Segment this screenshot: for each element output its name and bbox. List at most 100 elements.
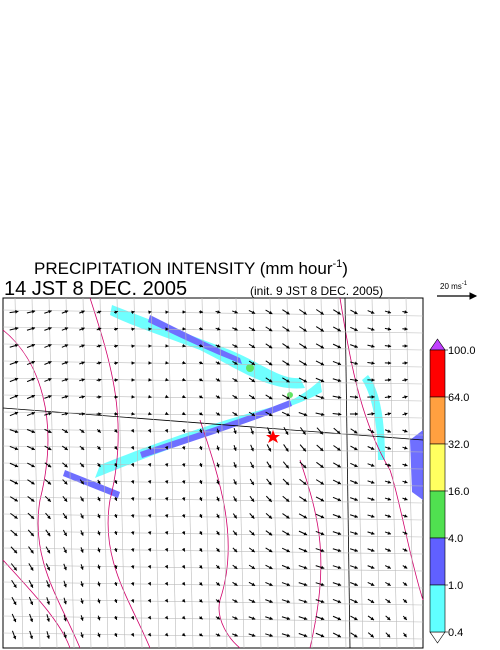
wind-arrow xyxy=(164,615,169,620)
wind-arrow xyxy=(232,394,238,400)
wind-arrow-head xyxy=(147,428,151,433)
wind-arrow xyxy=(299,309,307,315)
wind-arrow-head xyxy=(14,377,19,382)
wind-arrow xyxy=(248,616,256,620)
wind-arrow xyxy=(248,360,256,366)
wind-arrow xyxy=(11,630,17,640)
wind-arrow xyxy=(44,378,52,382)
wind-arrow xyxy=(265,377,273,383)
wind-arrow-head xyxy=(198,565,203,569)
wind-arrow-head xyxy=(97,531,101,536)
wind-arrow-head xyxy=(199,327,203,331)
wind-arrow xyxy=(164,514,169,518)
wind-arrow-head xyxy=(337,531,342,536)
wind-arrow-head xyxy=(303,548,308,553)
wind-arrow-head xyxy=(216,480,220,485)
wind-arrow-head xyxy=(114,344,118,348)
wind-arrow-head xyxy=(199,310,204,314)
wind-arrow xyxy=(130,480,135,484)
wind-arrow xyxy=(181,480,186,484)
wind-arrow xyxy=(215,412,221,416)
wind-arrow-head xyxy=(353,430,358,434)
wind-arrow-head xyxy=(80,617,84,621)
wind-arrow xyxy=(9,343,19,348)
wind-arrow-head xyxy=(198,514,203,518)
wind-arrow xyxy=(164,632,169,637)
wind-arrow xyxy=(113,361,119,365)
wind-arrow-head xyxy=(371,395,375,399)
wind-arrow-head xyxy=(164,632,169,637)
wind-arrow xyxy=(9,479,19,485)
wind-arrow-head xyxy=(80,549,84,553)
wind-arrow xyxy=(402,548,408,552)
wind-arrow xyxy=(113,513,118,519)
wind-arrow xyxy=(97,513,101,519)
wind-arrow-head xyxy=(251,327,256,331)
wind-arrow xyxy=(130,548,135,552)
wind-arrow xyxy=(283,444,289,452)
wind-arrow xyxy=(215,564,221,570)
wind-arrow xyxy=(216,428,220,434)
wind-arrow xyxy=(80,632,84,638)
wind-arrow-head xyxy=(148,394,152,399)
wind-arrow-head xyxy=(80,429,85,433)
wind-arrow xyxy=(46,631,50,639)
wind-arrow xyxy=(147,445,152,450)
wind-arrow-head xyxy=(337,582,342,587)
wind-arrow-head xyxy=(387,548,391,552)
wind-arrow xyxy=(61,412,69,416)
wind-arrow xyxy=(402,378,408,382)
wind-arrow xyxy=(198,513,203,519)
wind-arrow-head xyxy=(303,616,308,621)
wind-arrow xyxy=(216,496,220,502)
wind-arrow-head xyxy=(14,394,19,399)
wind-arrow-head xyxy=(31,394,35,399)
wind-arrow-head xyxy=(371,361,375,365)
colorbar-segment xyxy=(429,584,446,633)
wind-arrow-head xyxy=(97,480,101,485)
wind-arrow xyxy=(384,531,392,535)
wind-arrow-head xyxy=(97,429,101,433)
wind-arrow-head xyxy=(387,599,391,603)
wind-arrow xyxy=(265,616,273,621)
wind-arrow-head xyxy=(303,481,307,485)
wind-arrow xyxy=(233,428,237,434)
colorbar-segment xyxy=(429,490,446,539)
wind-arrow xyxy=(96,428,102,434)
wind-arrow xyxy=(131,395,135,399)
colorbar-label: 1.0 xyxy=(448,580,463,592)
wind-arrow xyxy=(28,563,34,571)
wind-arrow xyxy=(44,344,52,348)
wind-arrow-head xyxy=(387,565,391,569)
wind-arrow xyxy=(299,461,307,469)
wind-arrow xyxy=(114,395,118,399)
wind-arrow-head xyxy=(233,412,238,416)
wind-arrow xyxy=(113,479,118,485)
wind-arrow xyxy=(27,512,35,520)
wind-arrow-head xyxy=(251,310,256,314)
wind-arrow-head xyxy=(404,310,408,314)
wind-arrow xyxy=(232,581,238,587)
wind-arrow-head xyxy=(164,514,169,518)
wind-arrow-head xyxy=(63,583,67,588)
wind-arrow xyxy=(113,615,118,621)
wind-arrow-head xyxy=(97,497,101,502)
wind-arrow-head xyxy=(164,463,169,467)
wind-arrow xyxy=(113,463,118,467)
wind-arrow xyxy=(61,310,69,314)
wind-arrow xyxy=(130,445,135,450)
wind-arrow-head xyxy=(388,378,392,382)
wind-arrow-head xyxy=(148,411,152,416)
wind-arrow-head xyxy=(353,634,358,638)
wind-arrow-head xyxy=(320,565,325,570)
wind-arrow xyxy=(384,565,392,569)
wind-arrow-head xyxy=(198,531,203,535)
wind-arrow-head xyxy=(164,446,169,450)
wind-arrow xyxy=(350,598,358,604)
colorbar-under xyxy=(429,631,446,644)
wind-arrow-head xyxy=(337,464,341,468)
wind-arrow xyxy=(26,377,36,383)
wind-arrow xyxy=(26,343,36,348)
wind-arrow-head xyxy=(216,378,221,382)
wind-arrow xyxy=(315,496,325,502)
